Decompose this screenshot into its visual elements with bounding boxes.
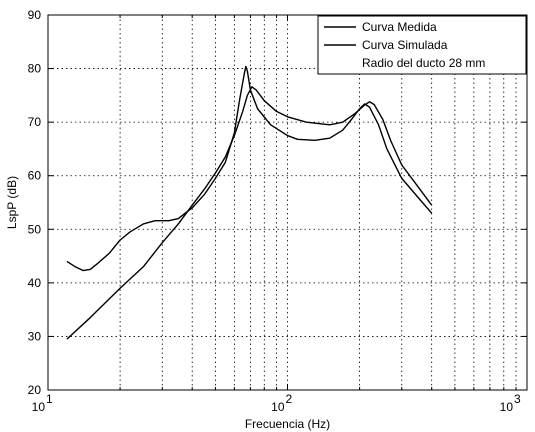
y-tick-label: 80	[28, 62, 42, 76]
y-tick-label: 30	[28, 329, 42, 343]
series-group	[66, 65, 433, 340]
series-line-curva-simulada	[66, 86, 433, 340]
legend-label-curva-simulada: Curva Simulada	[362, 38, 448, 52]
x-axis-label: Frecuencia (Hz)	[245, 417, 330, 431]
x-tick-label-base: 10	[32, 400, 46, 414]
legend-note: Radio del ducto 28 mm	[362, 56, 485, 70]
y-tick-label: 20	[28, 383, 42, 397]
x-tick-label-exponent: 3	[514, 392, 521, 406]
grid-lines	[48, 15, 527, 390]
x-tick-label-base: 10	[500, 400, 514, 414]
y-tick-label: 90	[28, 8, 42, 22]
series-line-curva-medida	[66, 65, 433, 272]
x-tick-label-exponent: 2	[286, 392, 293, 406]
legend-label-curva-medida: Curva Medida	[362, 20, 437, 34]
y-tick-label: 40	[28, 276, 42, 290]
y-tick-label: 50	[28, 222, 42, 236]
y-tick-label: 60	[28, 169, 42, 183]
x-tick-label-base: 10	[271, 400, 285, 414]
legend: Curva Medida Curva Simulada Radio del du…	[317, 15, 527, 75]
y-tick-label: 70	[28, 115, 42, 129]
y-axis-label: LspP (dB)	[5, 176, 19, 229]
x-tick-label-exponent: 1	[46, 392, 53, 406]
